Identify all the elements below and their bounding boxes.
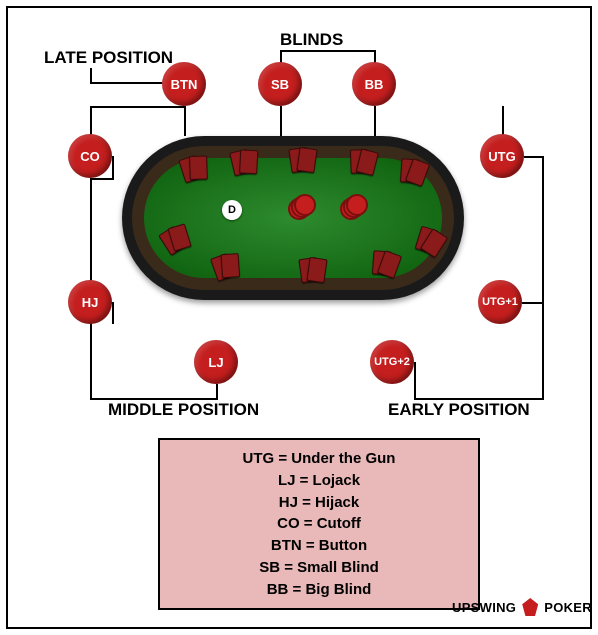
hole-cards bbox=[349, 149, 382, 182]
brand-left: UPSWING bbox=[452, 600, 516, 615]
seat-co: CO bbox=[68, 134, 112, 178]
connector-line bbox=[90, 106, 92, 136]
connector-line bbox=[112, 156, 114, 178]
legend-line: UTG = Under the Gun bbox=[178, 448, 460, 470]
brand-logo-icon bbox=[522, 598, 538, 616]
hole-cards bbox=[211, 251, 247, 287]
label-blinds: BLINDS bbox=[280, 30, 343, 50]
connector-line bbox=[502, 106, 504, 136]
connector-line bbox=[280, 50, 376, 52]
dealer-button: D bbox=[222, 200, 242, 220]
legend-line: HJ = Hijack bbox=[178, 492, 460, 514]
brand-upswing-poker: UPSWING POKER bbox=[452, 598, 592, 616]
seat-btn: BTN bbox=[162, 62, 206, 106]
legend-line: BTN = Button bbox=[178, 535, 460, 557]
connector-line bbox=[524, 156, 544, 158]
seat-utg1: UTG+1 bbox=[478, 280, 522, 324]
connector-line bbox=[184, 106, 186, 136]
seat-sb: SB bbox=[258, 62, 302, 106]
hole-cards bbox=[397, 157, 433, 193]
hole-cards bbox=[180, 154, 215, 189]
connector-line bbox=[216, 384, 218, 400]
seat-bb: BB bbox=[352, 62, 396, 106]
connector-line bbox=[542, 156, 544, 400]
seat-hj: HJ bbox=[68, 280, 112, 324]
connector-line bbox=[414, 362, 416, 398]
legend-line: CO = Cutoff bbox=[178, 513, 460, 535]
legend-box: UTG = Under the GunLJ = LojackHJ = Hijac… bbox=[158, 438, 480, 610]
connector-line bbox=[90, 106, 186, 108]
brand-right: POKER bbox=[544, 600, 592, 615]
label-middle-position: MIDDLE POSITION bbox=[108, 400, 259, 420]
chip-stack bbox=[340, 198, 362, 214]
label-early-position: EARLY POSITION bbox=[388, 400, 530, 420]
hole-cards bbox=[369, 249, 405, 285]
legend-line: LJ = Lojack bbox=[178, 470, 460, 492]
hole-cards bbox=[290, 148, 320, 178]
legend-line: SB = Small Blind bbox=[178, 557, 460, 579]
connector-line bbox=[374, 106, 376, 136]
hole-cards bbox=[231, 149, 264, 182]
connector-line bbox=[112, 302, 114, 324]
hole-cards bbox=[300, 258, 330, 288]
connector-line bbox=[280, 106, 282, 136]
connector-line bbox=[90, 398, 218, 400]
connector-line bbox=[90, 178, 114, 180]
connector-line bbox=[522, 302, 544, 304]
seat-utg: UTG bbox=[480, 134, 524, 178]
legend-line: BB = Big Blind bbox=[178, 579, 460, 601]
label-late-position: LATE POSITION bbox=[44, 48, 173, 68]
connector-line bbox=[90, 82, 164, 84]
seat-lj: LJ bbox=[194, 340, 238, 384]
seat-utg2: UTG+2 bbox=[370, 340, 414, 384]
connector-line bbox=[414, 398, 544, 400]
chip-stack bbox=[288, 198, 310, 214]
